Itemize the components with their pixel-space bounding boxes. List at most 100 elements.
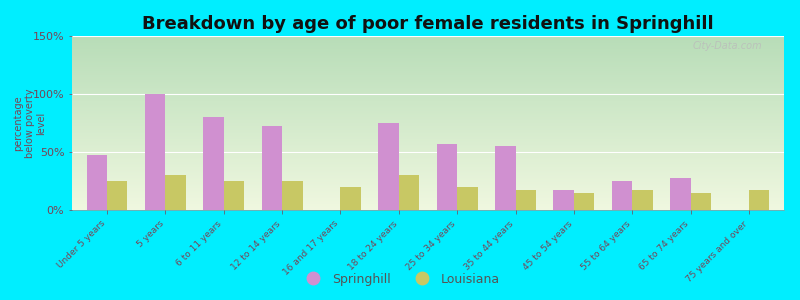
Bar	[72, 63, 784, 64]
Bar	[72, 116, 784, 117]
Bar	[612, 181, 632, 210]
Bar	[72, 138, 784, 139]
Bar	[72, 112, 784, 113]
Bar	[72, 115, 784, 116]
Bar	[72, 52, 784, 53]
Bar	[145, 94, 166, 210]
Bar	[72, 42, 784, 43]
Bar	[72, 98, 784, 99]
Bar	[72, 164, 784, 165]
Bar	[72, 155, 784, 156]
Bar	[72, 100, 784, 101]
Bar	[399, 175, 419, 210]
Bar	[554, 190, 574, 210]
Bar	[72, 92, 784, 93]
Bar	[72, 123, 784, 124]
Bar	[72, 110, 784, 111]
Bar	[670, 178, 690, 210]
Bar	[72, 49, 784, 50]
Bar	[72, 104, 784, 105]
Bar	[495, 146, 515, 210]
Bar	[72, 89, 784, 90]
Bar	[72, 93, 784, 94]
Bar	[72, 184, 784, 185]
Bar	[72, 196, 784, 197]
Bar	[72, 69, 784, 70]
Bar	[86, 155, 107, 210]
Bar	[72, 143, 784, 144]
Bar	[72, 38, 784, 39]
Bar	[72, 57, 784, 58]
Bar	[72, 65, 784, 66]
Bar	[72, 64, 784, 65]
Bar	[72, 102, 784, 103]
Bar	[72, 165, 784, 166]
Bar	[72, 127, 784, 128]
Bar	[72, 147, 784, 148]
Bar	[72, 139, 784, 140]
Bar	[72, 46, 784, 47]
Bar	[107, 181, 127, 210]
Bar	[72, 59, 784, 60]
Bar	[72, 157, 784, 158]
Bar	[72, 85, 784, 86]
Bar	[72, 189, 784, 190]
Bar	[72, 53, 784, 54]
Y-axis label: percentage
below poverty
level: percentage below poverty level	[14, 88, 46, 158]
Bar	[72, 204, 784, 205]
Bar	[72, 122, 784, 123]
Bar	[72, 60, 784, 61]
Bar	[72, 193, 784, 194]
Bar	[203, 117, 224, 210]
Bar	[72, 70, 784, 71]
Bar	[437, 144, 457, 210]
Bar	[72, 40, 784, 41]
Bar	[72, 94, 784, 95]
Bar	[72, 51, 784, 52]
Bar	[72, 96, 784, 97]
Bar	[72, 39, 784, 40]
Bar	[72, 151, 784, 152]
Bar	[72, 36, 784, 37]
Bar	[72, 58, 784, 59]
Bar	[72, 175, 784, 176]
Bar	[72, 119, 784, 120]
Bar	[72, 149, 784, 150]
Bar	[72, 144, 784, 145]
Bar	[72, 47, 784, 48]
Bar	[72, 95, 784, 96]
Bar	[72, 140, 784, 141]
Bar	[72, 118, 784, 119]
Bar	[72, 208, 784, 209]
Bar	[72, 194, 784, 195]
Bar	[72, 125, 784, 126]
Bar	[72, 67, 784, 68]
Bar	[72, 146, 784, 147]
Bar	[72, 90, 784, 91]
Bar	[341, 187, 361, 210]
Bar	[72, 82, 784, 83]
Bar	[72, 168, 784, 169]
Bar	[72, 206, 784, 207]
Bar	[72, 199, 784, 200]
Bar	[749, 190, 770, 210]
Bar	[72, 101, 784, 102]
Bar	[72, 78, 784, 79]
Bar	[72, 113, 784, 114]
Bar	[72, 163, 784, 164]
Bar	[72, 137, 784, 138]
Bar	[72, 75, 784, 76]
Bar	[72, 209, 784, 210]
Bar	[72, 167, 784, 168]
Bar	[72, 105, 784, 106]
Bar	[72, 84, 784, 85]
Bar	[72, 132, 784, 133]
Bar	[72, 129, 784, 130]
Bar	[72, 182, 784, 183]
Bar	[457, 187, 478, 210]
Bar	[72, 73, 784, 74]
Bar	[72, 177, 784, 178]
Bar	[262, 127, 282, 210]
Bar	[72, 136, 784, 137]
Bar	[72, 131, 784, 132]
